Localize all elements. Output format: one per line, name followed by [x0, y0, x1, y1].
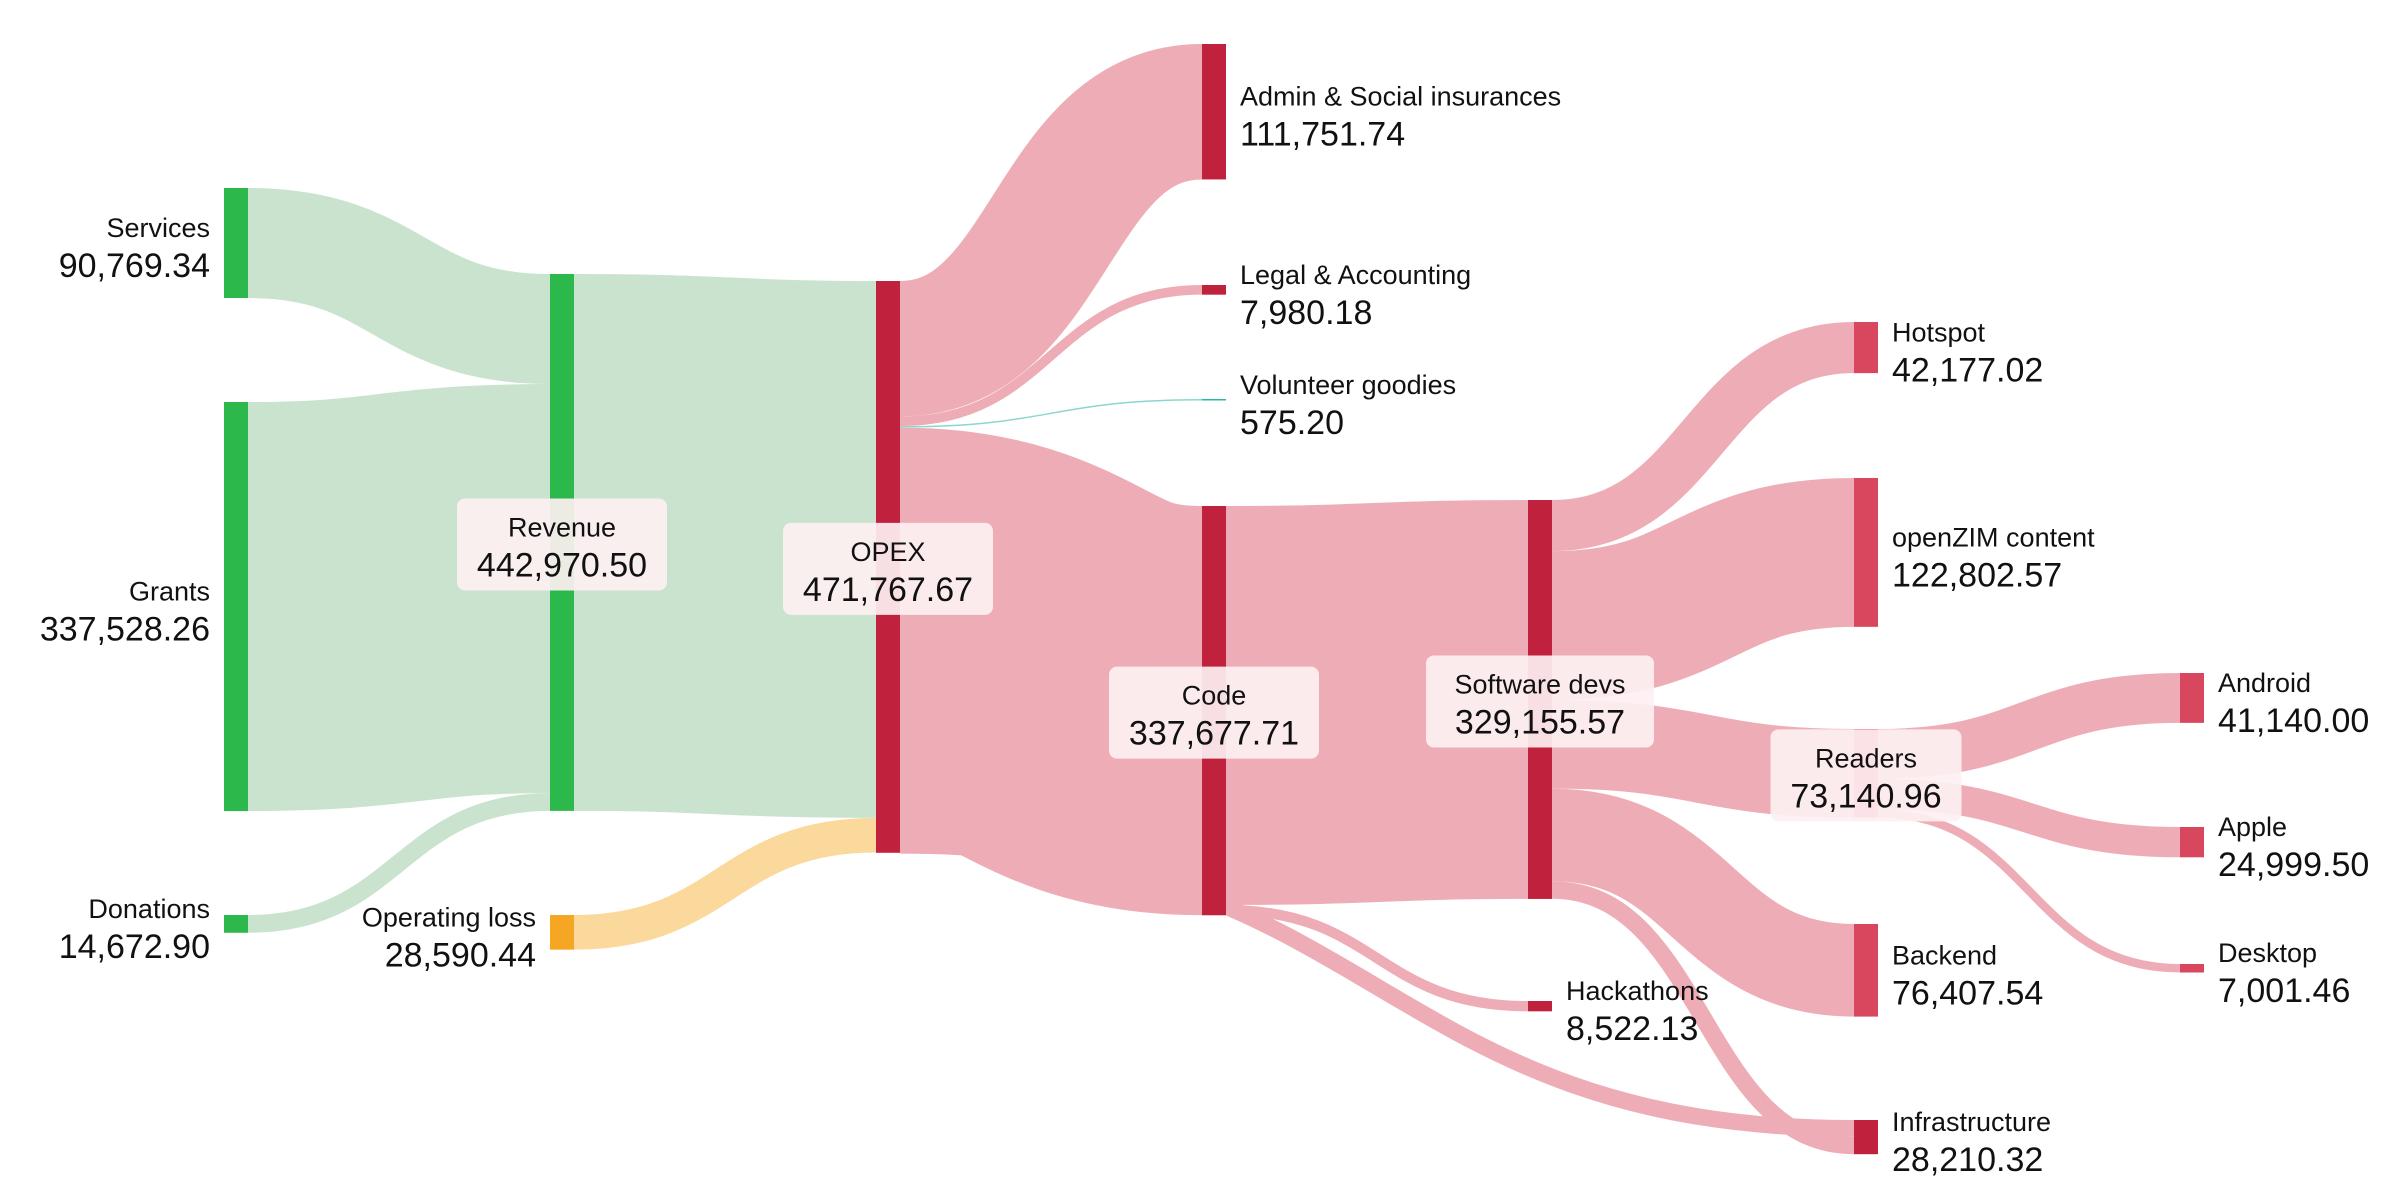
node-hotspot	[1854, 322, 1878, 374]
label-operating-loss: Operating loss 28,590.44	[362, 902, 536, 974]
link-software-devs-to-openzim	[1550, 477, 1856, 700]
label-code: Code 337,677.71	[1109, 666, 1319, 759]
label-services-value: 90,769.34	[59, 247, 210, 285]
label-code-box	[1109, 666, 1319, 759]
label-code-value: 337,677.71	[1129, 715, 1299, 753]
label-infrastructure: Infrastructure 28,210.32	[1892, 1107, 2051, 1179]
node-donations	[224, 915, 248, 933]
label-donations-value: 14,672.90	[59, 928, 210, 966]
label-software-devs-box	[1426, 655, 1654, 748]
label-opex-box	[783, 522, 993, 615]
label-android: Android 41,140.00	[2218, 668, 2369, 740]
label-revenue-name: Revenue	[508, 512, 616, 542]
label-services: Services 90,769.34	[59, 213, 210, 285]
label-hackathons-name: Hackathons	[1566, 976, 1709, 1006]
label-openzim-name: openZIM content	[1892, 522, 2095, 552]
link-donations-to-revenue	[247, 793, 551, 933]
label-infrastructure-name: Infrastructure	[1892, 1107, 2051, 1137]
node-openzim	[1854, 478, 1878, 627]
label-apple: Apple 24,999.50	[2218, 812, 2369, 884]
label-operating-loss-value: 28,590.44	[385, 936, 536, 974]
label-operating-loss-name: Operating loss	[362, 902, 536, 932]
label-backend-name: Backend	[1892, 940, 1997, 970]
link-software-devs-to-backend	[1550, 788, 1856, 1017]
node-services	[224, 188, 248, 299]
link-opex-to-goodies	[899, 399, 1203, 428]
label-grants: Grants 337,528.26	[40, 577, 210, 649]
label-readers-name: Readers	[1815, 743, 1917, 773]
link-opex-to-legal	[899, 285, 1203, 427]
link-opex-to-admin	[895, 44, 1207, 417]
label-hotspot: Hotspot 42,177.02	[1892, 318, 2043, 390]
label-legal-name: Legal & Accounting	[1240, 260, 1471, 290]
label-opex: OPEX 471,767.67	[783, 522, 993, 615]
label-donations: Donations 14,672.90	[59, 894, 210, 966]
label-admin-value: 111,751.74	[1240, 116, 1405, 154]
label-donations-name: Donations	[88, 894, 210, 924]
link-grants-to-revenue	[247, 384, 551, 812]
node-apple	[2180, 827, 2204, 858]
label-revenue-value: 442,970.50	[477, 546, 647, 584]
node-legal	[1202, 285, 1226, 295]
label-opex-value: 471,767.67	[803, 571, 973, 609]
label-code-name: Code	[1182, 681, 1247, 711]
label-openzim-value: 122,802.57	[1892, 556, 2062, 594]
link-software-devs-to-infrastructure	[1551, 881, 1855, 1155]
label-apple-value: 24,999.50	[2218, 846, 2369, 884]
node-goodies	[1202, 399, 1226, 401]
node-android	[2180, 673, 2204, 723]
label-readers-value: 73,140.96	[1790, 777, 1941, 815]
label-revenue-box	[457, 498, 667, 591]
link-opex-to-infrastructure	[899, 836, 1855, 1137]
link-code-to-hackathons	[1225, 904, 1529, 1012]
label-goodies-name: Volunteer goodies	[1240, 370, 1456, 400]
label-software-devs-value: 329,155.57	[1455, 703, 1625, 741]
node-operating-loss	[550, 915, 574, 950]
label-backend: Backend 76,407.54	[1892, 940, 2043, 1012]
label-hotspot-name: Hotspot	[1892, 318, 1986, 348]
node-grants	[224, 402, 248, 812]
link-software-devs-to-hotspot	[1551, 321, 1855, 552]
node-admin	[1202, 44, 1226, 180]
label-android-name: Android	[2218, 668, 2311, 698]
label-readers: Readers 73,140.96	[1770, 729, 1962, 822]
label-desktop: Desktop 7,001.46	[2218, 938, 2350, 1010]
label-software-devs-name: Software devs	[1454, 669, 1625, 699]
label-desktop-value: 7,001.46	[2218, 972, 2350, 1010]
label-legal: Legal & Accounting 7,980.18	[1240, 260, 1471, 332]
label-hackathons: Hackathons 8,522.13	[1566, 976, 1709, 1048]
node-backend	[1854, 924, 1878, 1017]
label-software-devs: Software devs 329,155.57	[1426, 655, 1654, 748]
label-desktop-name: Desktop	[2218, 938, 2317, 968]
link-services-to-revenue	[246, 188, 552, 385]
label-infrastructure-value: 28,210.32	[1892, 1141, 2043, 1179]
label-opex-name: OPEX	[850, 537, 925, 567]
label-admin: Admin & Social insurances 111,751.74	[1240, 82, 1561, 154]
label-goodies-value: 575.20	[1240, 404, 1344, 442]
label-legal-value: 7,980.18	[1240, 294, 1372, 332]
node-desktop	[2180, 964, 2204, 973]
label-admin-name: Admin & Social insurances	[1240, 82, 1561, 112]
labels-layer: Services 90,769.34 Grants 337,528.26 Donatio…	[40, 82, 2369, 1179]
label-apple-name: Apple	[2218, 812, 2287, 842]
label-backend-value: 76,407.54	[1892, 974, 2043, 1012]
label-goodies: Volunteer goodies 575.20	[1240, 370, 1456, 442]
label-hotspot-value: 42,177.02	[1892, 352, 2043, 390]
label-hackathons-value: 8,522.13	[1566, 1010, 1698, 1048]
label-grants-value: 337,528.26	[40, 611, 210, 649]
label-services-name: Services	[106, 213, 210, 243]
label-grants-name: Grants	[129, 577, 210, 607]
label-revenue: Revenue 442,970.50	[457, 498, 667, 591]
node-hackathons	[1528, 1001, 1552, 1012]
label-android-value: 41,140.00	[2218, 702, 2369, 740]
node-infrastructure	[1854, 1120, 1878, 1155]
label-openzim: openZIM content 122,802.57	[1892, 522, 2095, 594]
link-operating-loss-to-opex	[573, 817, 877, 950]
label-readers-box	[1770, 729, 1962, 822]
